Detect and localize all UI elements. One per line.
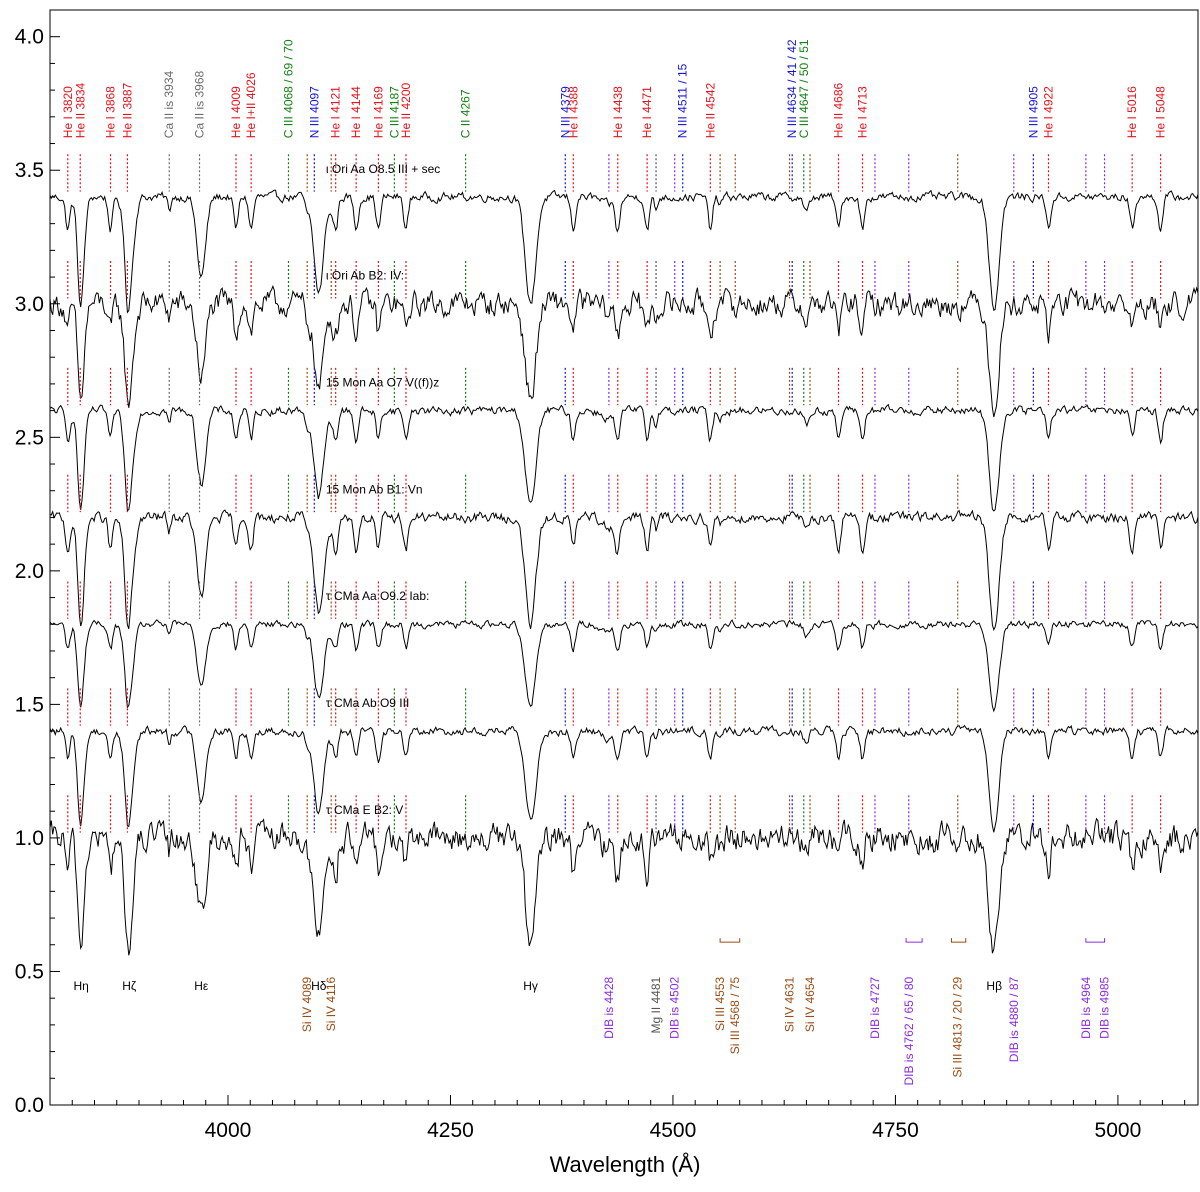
spectrum-line-7: [49, 817, 1199, 956]
bottom-line-label: DIB is 4964: [1079, 976, 1093, 1038]
line-label-layer: ι Ori Aa O8.5 III + sec ι Ori Ab B2: IV: 1…: [61, 39, 1168, 1085]
y-tick-label: 2.0: [15, 560, 44, 583]
hydrogen-line-label: Hζ: [122, 979, 137, 993]
y-tick-label: 0.0: [15, 1094, 44, 1117]
top-line-label: C III 4647 / 50 / 51: [797, 39, 811, 138]
top-line-label: He I 4121: [329, 86, 343, 138]
top-line-label: N III 4634 / 41 / 42: [785, 39, 799, 138]
top-line-label: He I 4438: [611, 86, 625, 138]
spectrum-label-7: τ CMa E B2: V: [326, 803, 403, 817]
bottom-line-label: Mg II 4481: [649, 976, 663, 1033]
bottom-line-label: DIB is 4762 / 65 / 80: [902, 976, 916, 1085]
bottom-line-label: Si III 4568 / 75: [728, 976, 742, 1054]
top-line-label: He I 4169: [371, 86, 385, 138]
bottom-line-label: Si IV 4116: [324, 976, 338, 1031]
top-line-label: He I 4009: [229, 86, 243, 138]
hydrogen-line-label: Hη: [73, 979, 88, 993]
spectrum-line-6: [49, 724, 1199, 833]
x-tick-label: 4250: [427, 1119, 474, 1142]
spectrum-label-1: ι Ori Aa O8.5 III + sec: [326, 162, 440, 176]
bottom-line-label: Si IV 4631: [783, 976, 797, 1032]
top-line-label: He I 4471: [640, 86, 654, 138]
spectrum-label-6: τ CMa Ab O9 III: [326, 696, 409, 710]
bottom-line-label: Si IV 4654: [803, 976, 817, 1032]
bottom-line-label: DIB is 4985: [1098, 976, 1112, 1038]
y-tick-label: 4.0: [15, 26, 44, 49]
plot-frame: [49, 9, 1199, 1106]
bottom-line-label: Si III 4813 / 20 / 29: [951, 976, 965, 1077]
bottom-line-label: DIB is 4727: [868, 976, 882, 1038]
top-line-label: He I 4388: [566, 86, 580, 138]
top-line-label: He II 4686: [831, 82, 845, 138]
axis-layer: 0.0 0.5 1.0 1.5 2.0 2.5 3.0 3.5 4.0 4000 4250 4500 4…: [15, 9, 1199, 1142]
hydrogen-line-label: Hβ: [986, 979, 1002, 993]
top-line-label: He II 3887: [120, 82, 134, 138]
top-line-label: N III 4905: [1026, 86, 1040, 138]
hydrogen-line-label: Hγ: [523, 979, 538, 993]
blend-bracket: [905, 938, 923, 943]
top-line-label: He II 3834: [73, 82, 87, 138]
spectrum-label-3: 15 Mon Aa O7 V((f))z: [326, 376, 439, 390]
spectra-layer: [49, 189, 1199, 956]
y-tick-label: 2.5: [15, 426, 44, 449]
spectrum-line-4: [49, 509, 1199, 632]
x-tick-label: 5000: [1095, 1119, 1142, 1142]
y-tick-label: 3.0: [15, 293, 44, 316]
top-line-label: He I 5016: [1125, 86, 1139, 138]
spectrum-line-2: [49, 284, 1199, 418]
bottom-line-label: DIB is 4880 / 87: [1007, 976, 1021, 1062]
blend-bracket: [719, 938, 741, 943]
top-line-label: He I 4713: [855, 86, 869, 138]
bottom-line-label: DIB is 4428: [602, 976, 616, 1038]
top-line-label: He I+II 4026: [244, 72, 258, 138]
bottom-line-label: DIB is 4502: [668, 976, 682, 1038]
x-tick-label: 4500: [650, 1119, 697, 1142]
x-tick-label: 4000: [205, 1119, 252, 1142]
x-tick-label: 4750: [872, 1119, 919, 1142]
top-line-label: He I 3868: [104, 86, 118, 138]
top-line-label: He II 4200: [399, 82, 413, 138]
bottom-line-label: Si IV 4089: [300, 976, 314, 1032]
y-tick-label: 3.5: [15, 159, 44, 182]
top-line-label: C II 4267: [459, 89, 473, 138]
blend-bracket: [950, 938, 967, 943]
top-line-label: He II 4542: [703, 82, 717, 138]
top-line-label: Ca II is 3968: [193, 70, 207, 138]
bottom-line-label: Si III 4553: [713, 976, 727, 1030]
hydrogen-line-label: Hε: [194, 979, 209, 993]
top-line-label: C III 4187: [387, 86, 401, 138]
y-tick-label: 0.5: [15, 960, 44, 983]
blend-bracket: [1085, 938, 1106, 943]
top-line-label: He I 5048: [1154, 86, 1168, 138]
top-line-label: He I 3820: [61, 86, 75, 138]
spectrum-line-5: [49, 619, 1199, 713]
spectrum-label-2: ι Ori Ab B2: IV:: [326, 269, 404, 283]
top-line-label: N III 4511 / 15: [676, 63, 690, 138]
spectrum-line-3: [49, 403, 1199, 512]
top-line-label: N III 4379: [558, 86, 572, 138]
spectrum-label-5: τ CMa Aa O9.2 Iab:: [326, 589, 429, 603]
y-tick-label: 1.5: [15, 693, 44, 716]
y-tick-label: 1.0: [15, 827, 44, 850]
top-line-label: C III 4068 / 69 / 70: [281, 39, 295, 138]
top-line-label: He I 4144: [349, 86, 363, 138]
spectrum-line-1: [49, 189, 1199, 314]
top-line-label: Ca II is 3934: [162, 70, 176, 138]
top-line-label: N III 4097: [307, 86, 321, 138]
hydrogen-line-label: Hδ: [311, 979, 327, 993]
spectrum-label-4: 15 Mon Ab B1: Vn: [326, 482, 423, 496]
x-axis-title: Wavelength (Å): [550, 1152, 701, 1177]
line-marker-layer: [67, 154, 1162, 943]
top-line-label: He I 4922: [1041, 86, 1055, 138]
